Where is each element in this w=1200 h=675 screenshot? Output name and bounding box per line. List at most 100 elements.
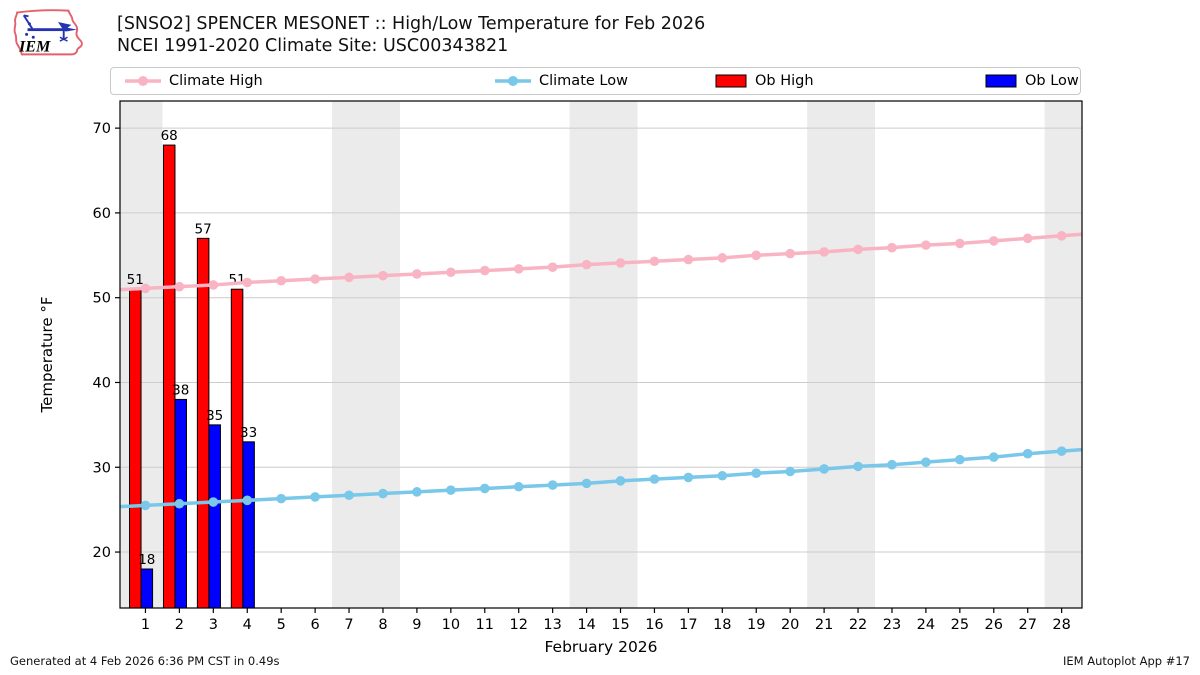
x-tick-label: 15	[611, 617, 629, 633]
x-tick-label: 8	[378, 617, 387, 633]
y-tick-label: 40	[93, 375, 111, 391]
line-climate-high	[119, 232, 1083, 292]
y-tick-label: 60	[93, 206, 111, 222]
marker-climate-high-day4	[242, 277, 253, 288]
generated-at-text: Generated at 4 Feb 2026 6:36 PM CST in 0…	[10, 654, 280, 668]
bar-value-label: 57	[195, 221, 212, 237]
marker-climate-high-day26	[988, 236, 999, 246]
x-tick-label: 12	[509, 617, 527, 633]
x-tick-label: 23	[883, 617, 901, 633]
iem-logo-text: IEM	[18, 39, 51, 56]
weather-vane-icon	[22, 14, 78, 42]
chart-title: [SNSO2] SPENCER MESONET :: High/Low Temp…	[117, 14, 706, 34]
marker-climate-low-day14	[581, 478, 592, 489]
marker-climate-low-day4	[242, 495, 253, 506]
marker-climate-high-day21	[819, 247, 829, 257]
marker-climate-high-day15	[615, 258, 626, 268]
marker-climate-high-day14	[581, 259, 592, 270]
marker-climate-high-day6	[310, 274, 320, 284]
iem-logo: IEM	[13, 9, 83, 56]
bar-ob-high-day4	[230, 288, 244, 609]
marker-climate-low-day18	[717, 470, 728, 481]
x-axis-label: February 2026	[544, 638, 657, 655]
marker-climate-high-day25	[955, 238, 965, 249]
marker-climate-high-day1	[140, 283, 151, 294]
legend-label-ob-high: Ob High	[755, 73, 814, 89]
x-tick-label: 16	[645, 617, 663, 633]
marker-climate-high-day16	[649, 256, 660, 267]
x-tick-label: 22	[849, 617, 867, 633]
x-tick-label: 24	[917, 617, 935, 633]
marker-climate-low-day1	[140, 500, 151, 511]
marker-climate-low-day7	[344, 490, 354, 501]
marker-climate-low-day20	[785, 466, 795, 477]
marker-climate-high-day24	[921, 240, 931, 250]
marker-climate-high-day22	[853, 244, 863, 255]
legend-item-climate-low: Climate Low	[495, 68, 628, 94]
legend-label-climate-high: Climate High	[169, 73, 263, 89]
marker-climate-low-day24	[921, 457, 931, 467]
bar-ob-low-day3	[208, 424, 221, 609]
y-axis-label: Temperature °F	[38, 297, 56, 414]
marker-climate-low-day12	[513, 481, 524, 492]
x-tick-label: 6	[310, 617, 319, 633]
x-tick-label: 5	[277, 617, 286, 633]
marker-climate-high-day12	[513, 264, 524, 274]
x-tick-label: 26	[985, 617, 1003, 633]
marker-climate-high-day10	[446, 267, 456, 278]
x-tick-label: 11	[476, 617, 494, 633]
bar-value-label: 38	[172, 382, 189, 398]
marker-climate-high-day9	[412, 269, 422, 279]
plot-area-container: 51 68 57 51 18 38 35 33 20 30 40 50 60 70 1 2 3 4 5 6 7 8 9 10 1…	[0, 95, 1200, 656]
x-tick-label: 14	[577, 617, 595, 633]
marker-climate-high-day27	[1022, 233, 1033, 244]
legend-item-climate-high: Climate High	[125, 68, 263, 94]
marker-climate-low-day26	[988, 452, 999, 462]
bar-ob-low-day1	[140, 568, 154, 609]
bar-value-label: 68	[161, 128, 178, 144]
marker-climate-low-day8	[378, 488, 388, 499]
legend: Climate High Climate Low Ob High Ob Low	[110, 67, 1081, 95]
y-tick-label: 20	[93, 545, 111, 561]
marker-climate-low-day25	[955, 454, 965, 465]
x-tick-label: 17	[679, 617, 697, 633]
bar-value-label: 35	[206, 408, 223, 424]
chart-header: [SNSO2] SPENCER MESONET :: High/Low Temp…	[117, 13, 705, 57]
marker-climate-high-day11	[479, 265, 490, 276]
marker-climate-low-day17	[683, 472, 694, 483]
climate-high-line-swatch-icon	[125, 76, 161, 86]
marker-climate-high-day7	[344, 272, 354, 283]
marker-climate-low-day11	[479, 483, 490, 494]
x-tick-label: 28	[1052, 617, 1070, 633]
iowa-outline-icon	[13, 9, 83, 56]
weekend-band	[569, 101, 638, 608]
bar-ob-low-day4	[242, 441, 255, 609]
marker-climate-high-day23	[887, 242, 897, 253]
marker-climate-low-day23	[887, 459, 897, 470]
ob-high-bar-swatch-icon	[715, 74, 747, 88]
weekend-band	[807, 101, 876, 608]
marker-climate-low-day2	[174, 498, 185, 509]
marker-climate-high-day20	[785, 248, 795, 259]
legend-item-ob-low: Ob Low	[985, 68, 1079, 94]
marker-climate-high-day17	[683, 254, 694, 265]
x-tick-label: 18	[713, 617, 731, 633]
marker-climate-low-day21	[819, 464, 829, 474]
marker-climate-low-day13	[547, 480, 558, 490]
line-climate-low	[119, 447, 1083, 509]
x-tick-label: 4	[243, 617, 252, 633]
y-tick-label: 30	[93, 460, 111, 476]
bar-value-label: 33	[240, 425, 257, 441]
x-tick-label: 13	[543, 617, 561, 633]
x-tick-label: 9	[412, 617, 421, 633]
x-tick-label: 2	[175, 617, 184, 633]
marker-climate-high-day19	[751, 250, 762, 261]
marker-climate-high-day8	[378, 270, 388, 281]
y-tick-label: 70	[93, 121, 111, 137]
bar-value-label: 18	[138, 552, 155, 568]
autoplot-app-text: IEM Autoplot App #17	[1062, 654, 1190, 668]
marker-climate-low-day15	[615, 476, 626, 486]
weekend-band	[1044, 101, 1082, 608]
x-tick-label: 27	[1018, 617, 1036, 633]
